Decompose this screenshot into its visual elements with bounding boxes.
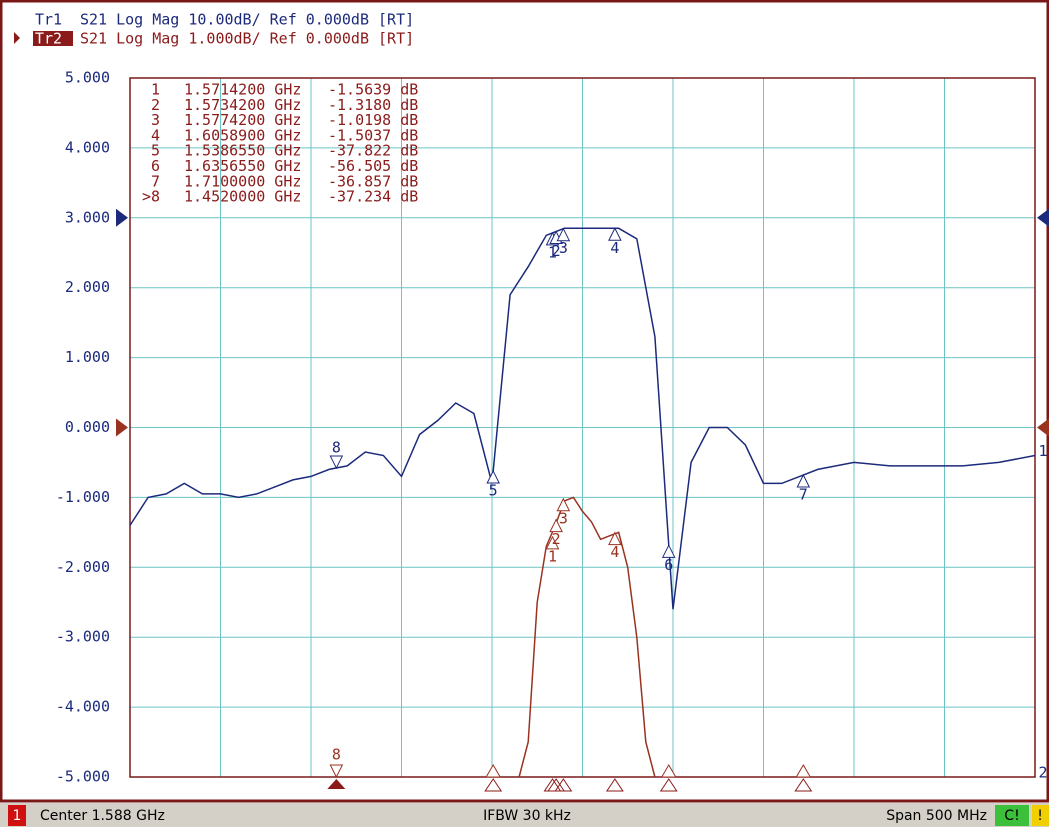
y-tick-label: -5.000 — [56, 768, 110, 786]
channel: 1 — [13, 808, 22, 824]
marker-label: 5 — [151, 142, 160, 160]
trace-name: Tr1 — [35, 11, 62, 29]
marker-position — [554, 778, 573, 792]
status-bg — [0, 803, 1049, 827]
marker-tag: 1 — [548, 547, 557, 565]
marker-freq: 1.5386550 GHz — [184, 142, 301, 160]
marker-tag: 8 — [332, 746, 341, 764]
marker-freq: 1.4520000 GHz — [184, 188, 301, 206]
ifbw: IFBW 30 kHz — [483, 808, 571, 824]
status-bar: 1 Center 1.588 GHz IFBW 30 kHz Span 500 … — [0, 803, 1049, 827]
marker-tag: 2 — [552, 242, 561, 260]
marker-label: 4 — [151, 126, 160, 144]
y-tick-label: 5.000 — [65, 69, 110, 87]
y-tick-label: 4.000 — [65, 138, 110, 156]
trace — [129, 227, 1036, 610]
marker-position — [605, 778, 624, 792]
marker-symbol — [608, 227, 622, 241]
ref-arrow — [1037, 208, 1049, 227]
marker-freq: 1.7100000 GHz — [184, 172, 301, 190]
marker-label: 1 — [151, 81, 160, 99]
y-tick-label: 2.000 — [65, 278, 110, 296]
marker-symbol — [486, 469, 500, 484]
marker-symbol — [661, 544, 676, 558]
flag-box — [1032, 805, 1049, 826]
cal: C! — [1004, 808, 1019, 824]
y-tick-label: 0.000 — [65, 418, 110, 436]
marker-symbol — [329, 455, 344, 470]
header: Tr1 S21 Log Mag 10.00dB/ Ref 0.000dB [RT… — [14, 11, 414, 48]
marker-tag: 4 — [610, 543, 619, 561]
marker-tag: 1 — [548, 243, 557, 261]
frame — [0, 0, 1049, 803]
ref-arrow — [1037, 418, 1049, 437]
marker-value: -1.0198 dB — [328, 111, 418, 129]
marker-label: >8 — [142, 188, 160, 206]
marker-symbol — [556, 497, 571, 512]
marker-tag: 8 — [332, 439, 341, 457]
marker-label: 6 — [151, 157, 160, 175]
channel-box — [8, 805, 26, 826]
marker-freq: 1.6356550 GHz — [184, 157, 301, 175]
marker-label: 7 — [151, 172, 160, 190]
marker-label: 3 — [151, 111, 160, 129]
marker-position — [327, 779, 346, 789]
marker-label: 2 — [151, 96, 160, 114]
marker-tag: 6 — [664, 556, 673, 574]
span: Span 500 MHz — [886, 808, 987, 824]
ref-arrow — [116, 208, 128, 227]
marker-symbol — [549, 518, 563, 533]
marker-tag: 3 — [559, 239, 568, 257]
trace-tag: 1 — [1038, 442, 1047, 460]
marker-symbol — [545, 535, 560, 550]
marker-symbol — [329, 764, 344, 779]
y-tick-label: -1.000 — [56, 488, 110, 506]
trace-tag: 2 — [1038, 764, 1047, 782]
marker-tag: 2 — [552, 530, 561, 548]
marker-freq: 1.5734200 GHz — [184, 96, 301, 114]
marker-position — [659, 778, 678, 792]
active-indicator — [14, 32, 20, 44]
y-tick-label: -4.000 — [56, 698, 110, 716]
ref-arrow — [116, 418, 128, 437]
active-trace-box — [33, 31, 73, 46]
marker-value: -1.3180 dB — [328, 96, 418, 114]
trace-settings: S21 Log Mag 1.000dB/ Ref 0.000dB [RT] — [80, 30, 414, 48]
y-tick-label: -3.000 — [56, 628, 110, 646]
marker-value: -37.234 dB — [328, 188, 418, 206]
plot-border — [129, 77, 1036, 778]
marker-symbol — [795, 764, 812, 778]
marker-freq: 1.5714200 GHz — [184, 81, 301, 99]
marker-tag: 3 — [559, 509, 568, 527]
marker-value: -36.857 dB — [328, 172, 418, 190]
cal-box — [995, 805, 1029, 826]
marker-value: -1.5639 dB — [328, 81, 418, 99]
marker-value: -1.5037 dB — [328, 126, 418, 144]
marker-symbol — [556, 227, 571, 242]
y-tick-label: -2.000 — [56, 558, 110, 576]
marker-tag: 4 — [610, 239, 619, 257]
marker-symbol — [796, 473, 811, 488]
marker-value: -37.822 dB — [328, 142, 418, 160]
marker-tag: 7 — [799, 486, 808, 504]
marker-value: -56.505 dB — [328, 157, 418, 175]
trace-name: Tr2 — [35, 30, 62, 48]
y-tick-label: 1.000 — [65, 348, 110, 366]
marker-symbol — [485, 764, 502, 778]
marker-freq: 1.6058900 GHz — [184, 126, 301, 144]
marker-freq: 1.5774200 GHz — [184, 111, 301, 129]
marker-tag: 5 — [489, 482, 498, 500]
center: Center 1.588 GHz — [40, 808, 165, 824]
marker-position — [794, 778, 813, 792]
marker-symbol — [660, 764, 677, 778]
flag: ! — [1037, 808, 1043, 824]
y-tick-label: 3.000 — [65, 208, 110, 226]
marker-symbol — [608, 531, 622, 546]
trace — [518, 496, 656, 778]
trace-settings: S21 Log Mag 10.00dB/ Ref 0.000dB [RT] — [80, 11, 414, 29]
marker-position — [484, 778, 503, 792]
